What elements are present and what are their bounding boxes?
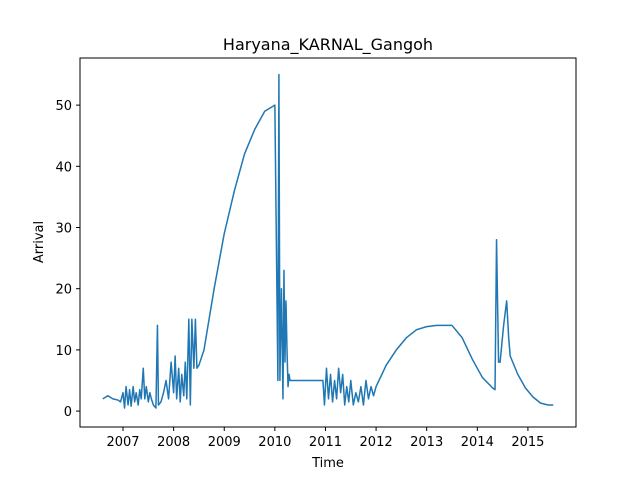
y-tick-label: 50: [55, 99, 72, 114]
x-tick-label: 2014: [461, 435, 494, 450]
data-line: [102, 73, 554, 409]
x-tick-label: 2013: [410, 435, 443, 450]
y-tick-label: 10: [55, 344, 72, 359]
x-tick-label: 2011: [309, 435, 342, 450]
y-axis-label: Arrival: [32, 221, 47, 263]
y-tick-label: 0: [64, 405, 72, 420]
x-tick-label: 2010: [258, 435, 291, 450]
plot-frame: [79, 57, 577, 428]
y-tick-label: 40: [55, 160, 72, 175]
x-tick-label: 2012: [360, 435, 393, 450]
y-tick-label: 20: [55, 283, 72, 298]
x-tick-label: 2009: [208, 435, 241, 450]
x-tick-label: 2015: [511, 435, 544, 450]
x-tick-label: 2007: [106, 435, 139, 450]
x-axis-label: Time: [311, 456, 344, 471]
y-tick-label: 30: [55, 222, 72, 237]
x-tick-label: 2008: [157, 435, 190, 450]
chart-title: Haryana_KARNAL_Gangoh: [223, 35, 433, 55]
